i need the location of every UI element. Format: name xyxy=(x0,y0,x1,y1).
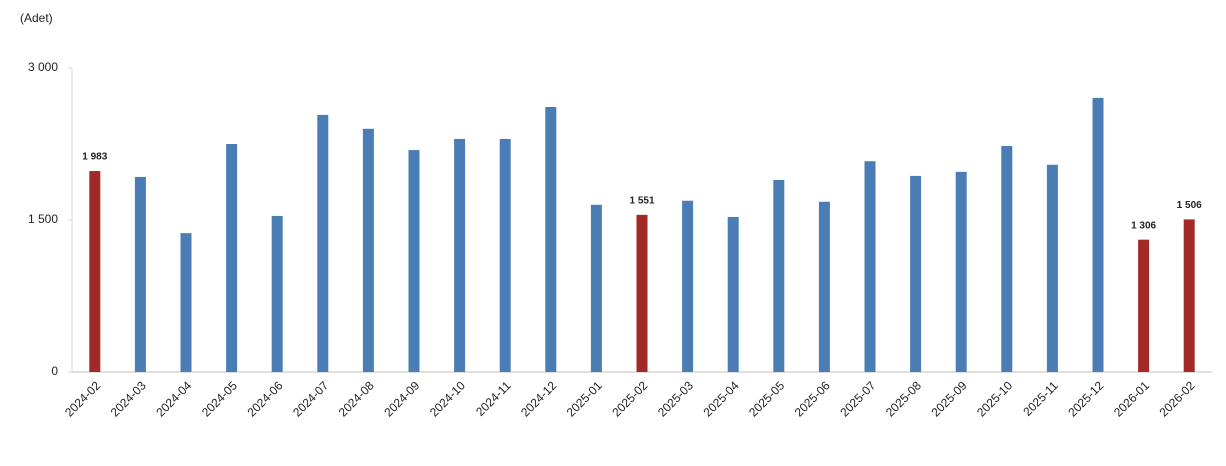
x-tick-label: 2024-05 xyxy=(199,378,240,419)
x-tick-label: 2024-10 xyxy=(427,378,468,419)
bar xyxy=(773,179,785,372)
y-axis-label: (Adet) xyxy=(20,11,53,25)
bar xyxy=(910,175,922,372)
bar xyxy=(499,138,511,372)
x-tick-label: 2025-11 xyxy=(1020,378,1061,419)
x-tick-label: 2025-07 xyxy=(837,378,878,419)
x-tick-label: 2025-01 xyxy=(564,378,605,419)
bar xyxy=(1046,164,1058,372)
bar xyxy=(89,171,101,372)
bar xyxy=(955,171,967,372)
x-tick-label: 2024-09 xyxy=(381,378,422,419)
x-tick-label: 2025-09 xyxy=(929,378,970,419)
value-label: 1 983 xyxy=(82,152,107,163)
bar xyxy=(636,214,648,372)
x-tick-label: 2026-02 xyxy=(1157,378,1198,419)
x-tick-label: 2026-01 xyxy=(1111,378,1152,419)
x-tick-label: 2024-08 xyxy=(336,378,377,419)
y-tick-label: 3 000 xyxy=(28,60,58,74)
bar xyxy=(1092,97,1104,372)
x-tick-label: 2024-07 xyxy=(290,378,331,419)
bar xyxy=(727,216,739,372)
bar xyxy=(180,233,192,372)
x-tick-label: 2024-02 xyxy=(62,378,103,419)
x-tick-label: 2025-08 xyxy=(883,378,924,419)
bar xyxy=(408,150,420,372)
bar xyxy=(818,201,830,372)
x-tick-label: 2024-06 xyxy=(245,378,286,419)
x-tick-label: 2025-10 xyxy=(974,378,1015,419)
x-tick-label: 2025-02 xyxy=(609,378,650,419)
bar xyxy=(226,144,238,372)
x-tick-label: 2025-12 xyxy=(1065,378,1106,419)
bar xyxy=(1001,146,1013,372)
bar xyxy=(1138,239,1150,372)
x-tick-label: 2025-05 xyxy=(746,378,787,419)
bar xyxy=(1183,219,1195,372)
value-label: 1 551 xyxy=(629,195,654,206)
x-tick-label: 2025-03 xyxy=(655,378,696,419)
bar xyxy=(590,204,602,372)
x-tick-label: 2025-04 xyxy=(701,378,742,419)
y-tick-label: 0 xyxy=(51,364,58,378)
x-tick-label: 2025-06 xyxy=(792,378,833,419)
x-tick-label: 2024-03 xyxy=(108,378,149,419)
x-tick-label: 2024-12 xyxy=(518,378,559,419)
value-label: 1 306 xyxy=(1131,220,1156,231)
bar xyxy=(864,161,876,372)
bar xyxy=(545,107,557,372)
bar xyxy=(317,114,329,373)
bar xyxy=(362,128,374,372)
bar xyxy=(454,138,466,372)
bar xyxy=(271,215,283,372)
x-tick-label: 2024-04 xyxy=(153,378,194,419)
y-tick-label: 1 500 xyxy=(28,212,58,226)
x-tick-label: 2024-11 xyxy=(473,378,514,419)
bar xyxy=(682,200,694,372)
bar xyxy=(134,176,146,372)
value-label: 1 506 xyxy=(1177,200,1202,211)
